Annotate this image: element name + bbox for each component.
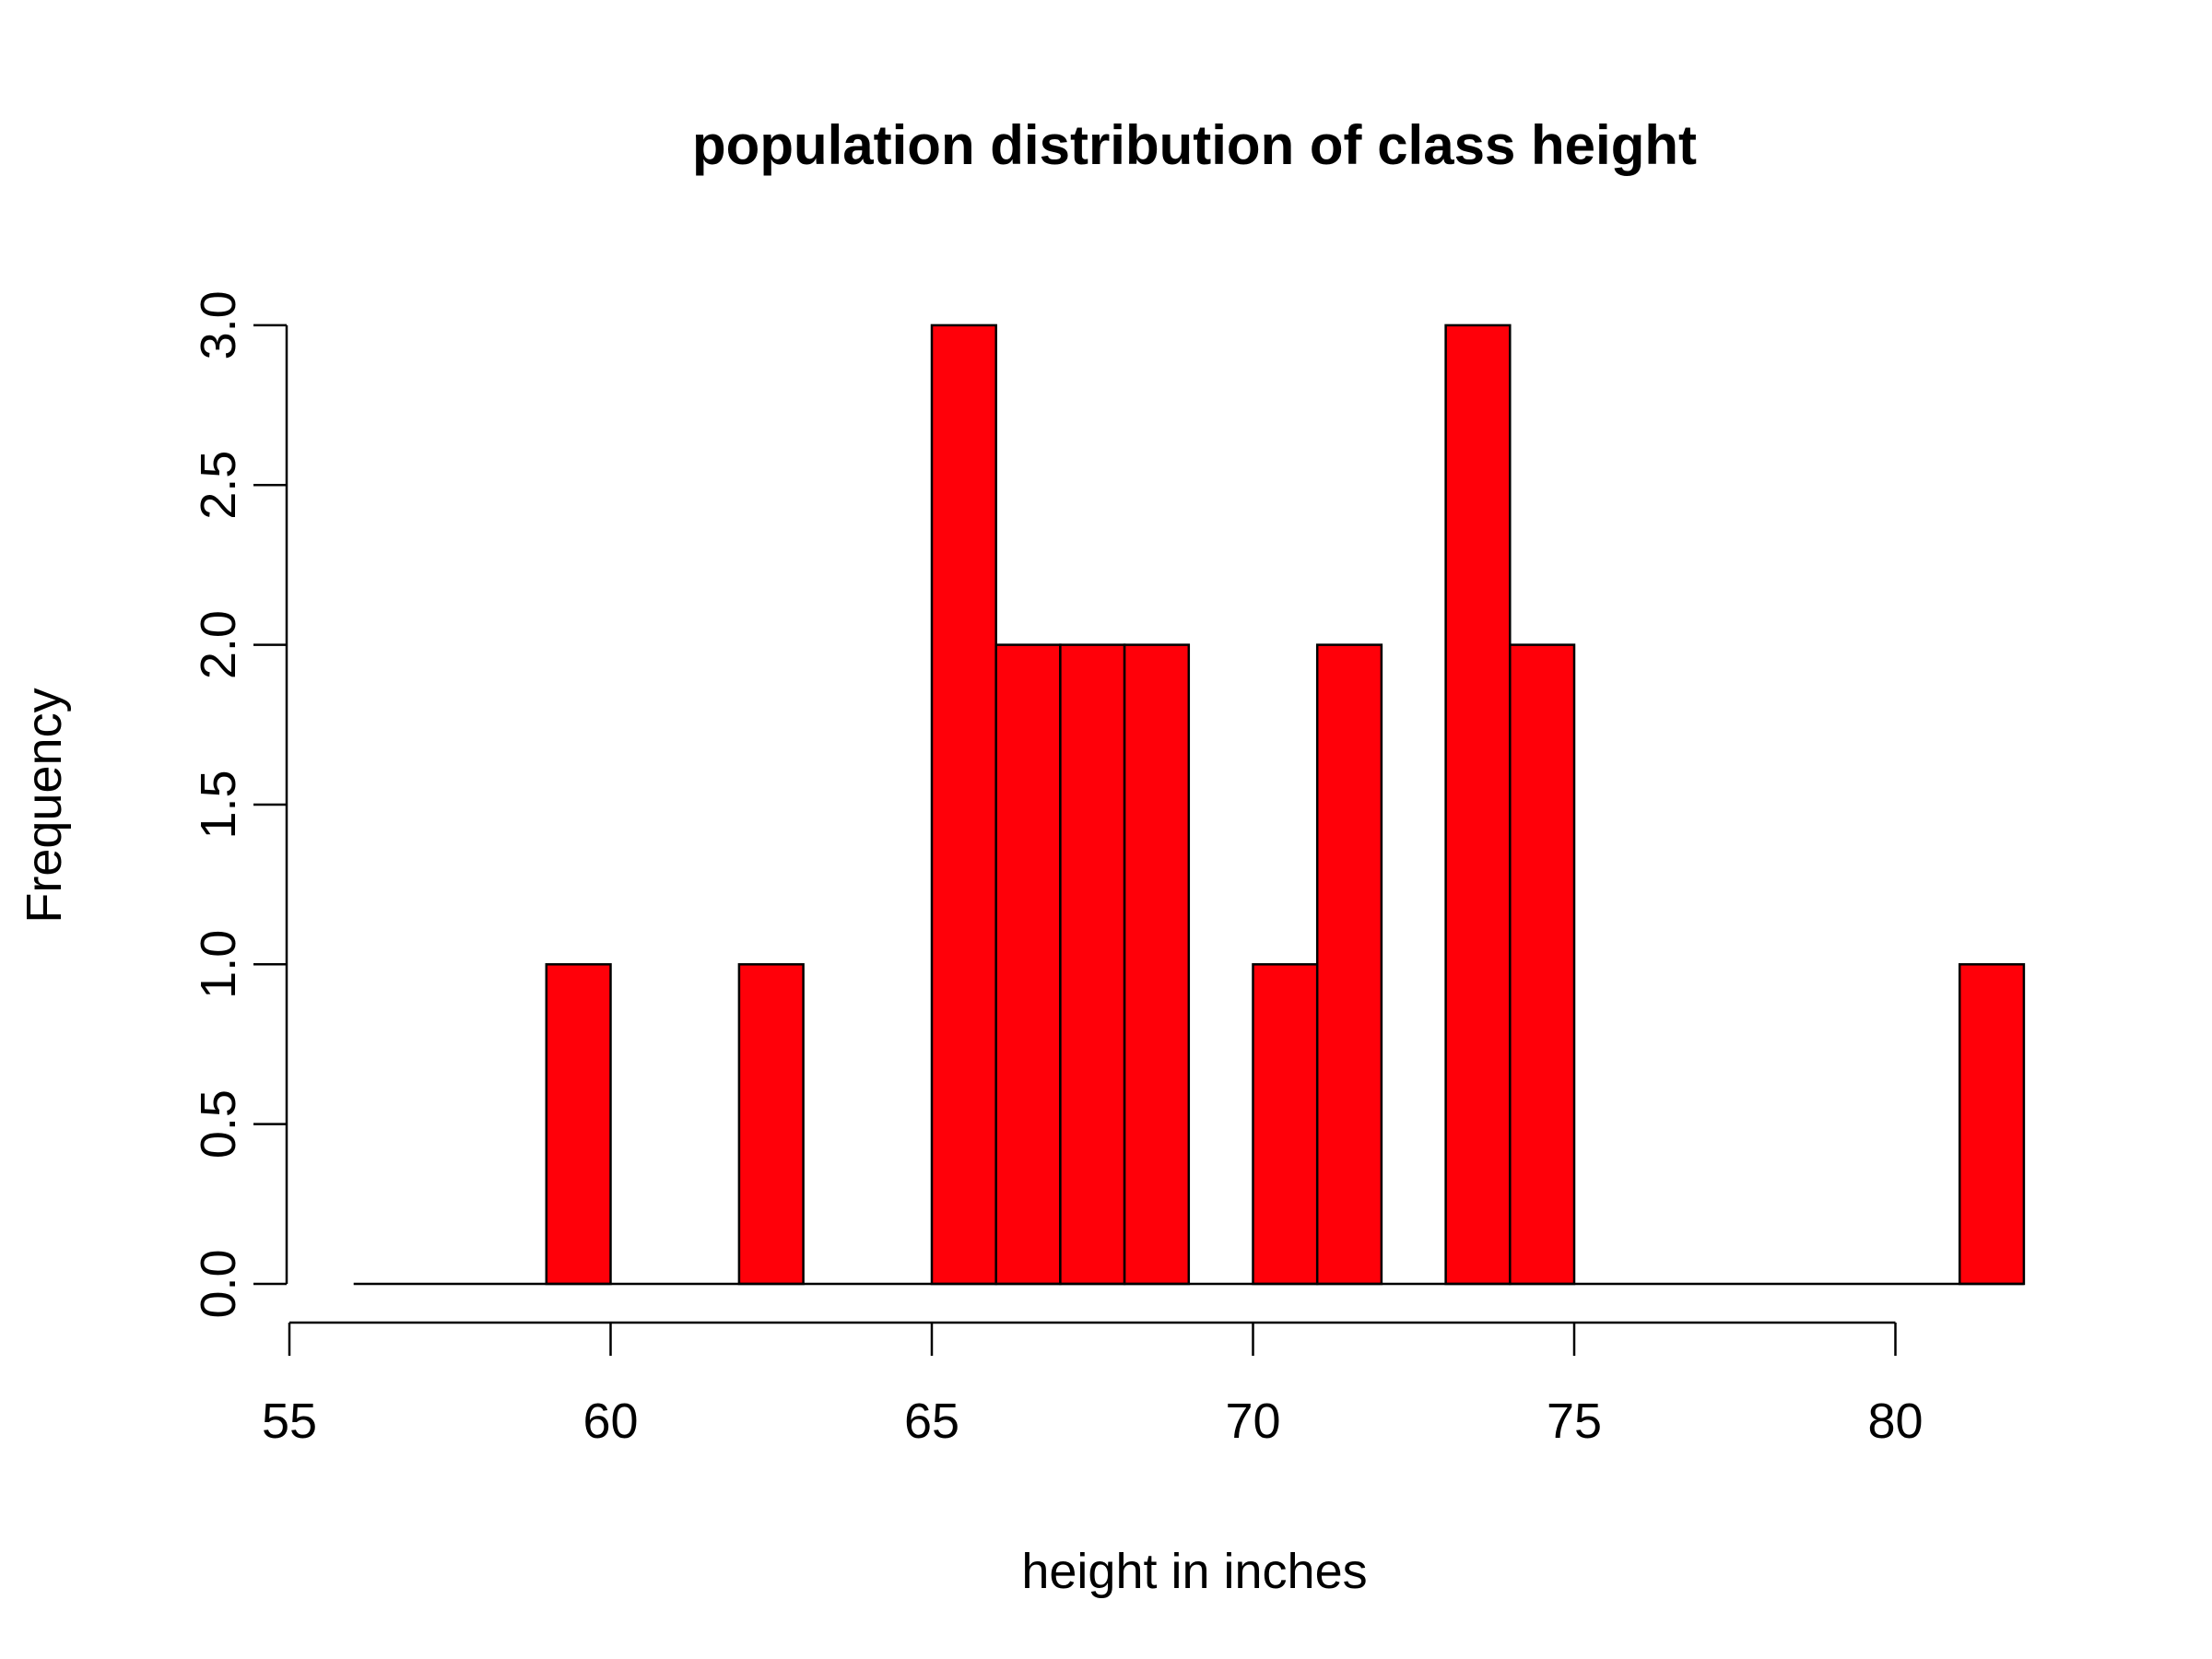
histogram-bar [1059, 643, 1126, 1286]
x-axis-title: height in inches [1021, 1544, 1367, 1599]
histogram-bars [545, 324, 2026, 1286]
x-axis: 55 60 65 70 75 80 [262, 1321, 1924, 1449]
y-tick-label: 2.5 [191, 451, 246, 520]
y-axis-title: Frequency [17, 688, 72, 923]
y-tick-label: 3.0 [191, 290, 246, 359]
histogram-bar [930, 324, 997, 1286]
y-tick-label: 1.5 [191, 770, 246, 839]
x-tick-label: 75 [1547, 1394, 1602, 1449]
histogram-bar [1252, 963, 1319, 1286]
x-tick-label: 70 [1225, 1394, 1280, 1449]
histogram-bar [545, 963, 612, 1286]
x-tick-label: 55 [262, 1394, 317, 1449]
y-axis: 0.0 0.5 1.0 1.5 2.0 2.5 3.0 [191, 290, 288, 1319]
histogram-bar [1123, 643, 1191, 1286]
histogram-bar [994, 643, 1062, 1286]
y-tick-label: 2.0 [191, 610, 246, 679]
x-tick-label: 80 [1867, 1394, 1923, 1449]
histogram-bar [1315, 643, 1383, 1286]
y-tick-label: 0.5 [191, 1089, 246, 1159]
chart-title: population distribution of class height [692, 114, 1697, 176]
y-tick-label: 1.0 [191, 930, 246, 999]
y-tick-label: 0.0 [191, 1249, 246, 1318]
x-tick-label: 60 [582, 1394, 638, 1449]
histogram-bar [1958, 963, 2026, 1286]
histogram-bar [1444, 324, 1512, 1286]
histogram-bar [1509, 643, 1576, 1286]
histogram-bar [737, 963, 805, 1286]
x-tick-label: 65 [904, 1394, 959, 1449]
